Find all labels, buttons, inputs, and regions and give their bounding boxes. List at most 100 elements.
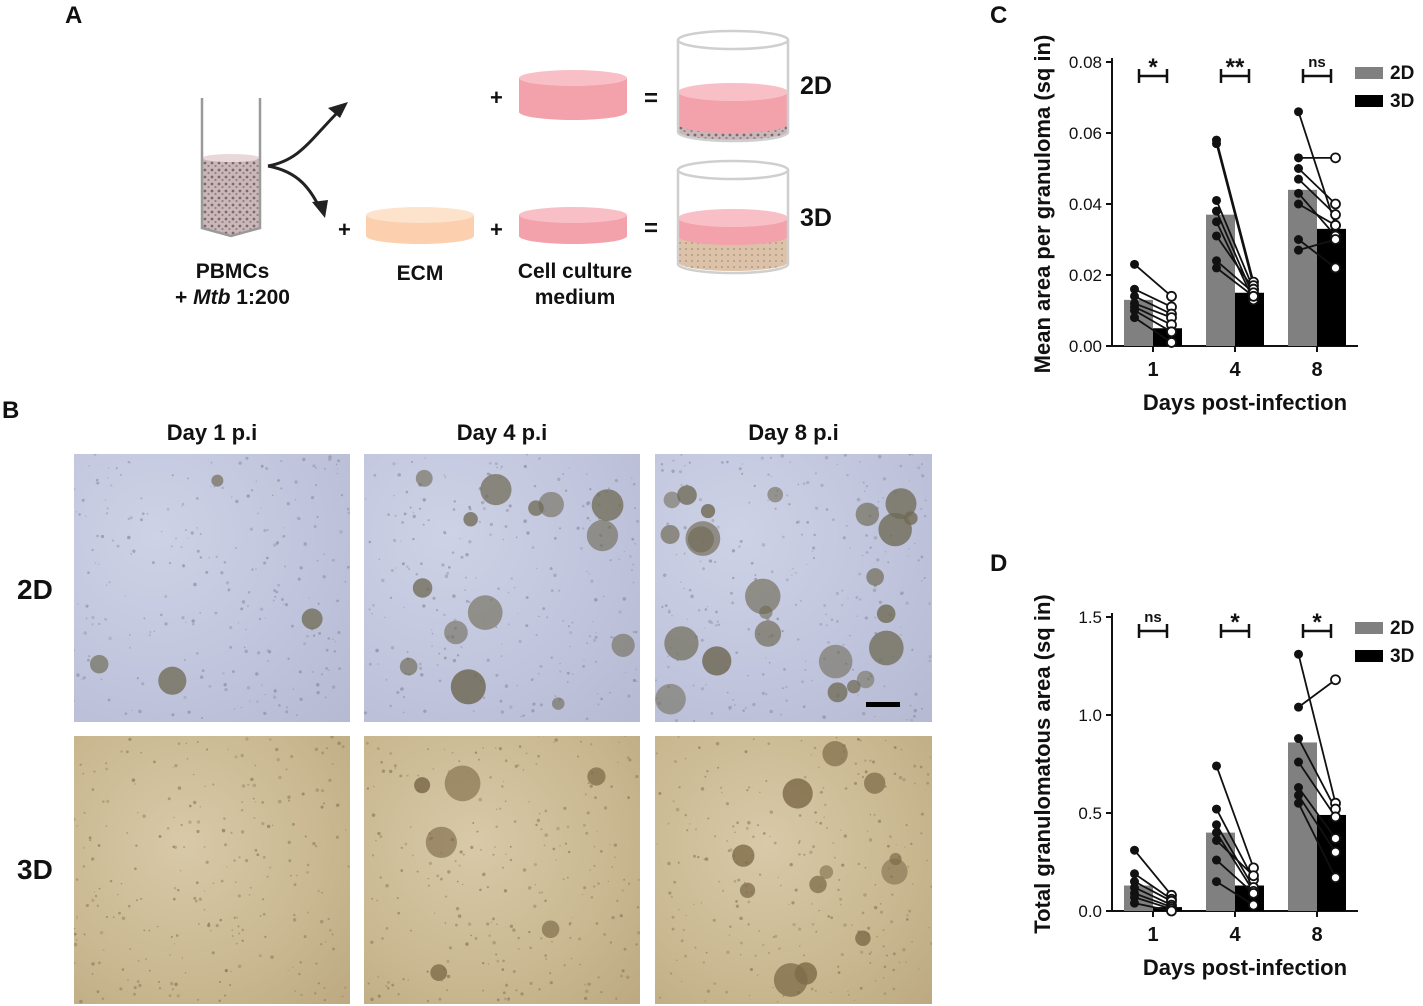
point-3d bbox=[1330, 152, 1341, 164]
granuloma-cluster bbox=[587, 767, 606, 786]
pair-line bbox=[1133, 873, 1173, 900]
granuloma-cluster bbox=[660, 524, 680, 544]
micrograph-texture bbox=[655, 454, 932, 722]
point-3d bbox=[1330, 198, 1341, 210]
pair-line bbox=[1134, 288, 1172, 308]
point-2d bbox=[1212, 835, 1221, 845]
pair-line bbox=[1297, 178, 1337, 216]
pair-line bbox=[1134, 902, 1172, 912]
y-axis-title: Total granulomatous area (sq in) bbox=[1030, 594, 1055, 933]
pair-line bbox=[1134, 302, 1172, 319]
tube-label: PBMCs + Mtb 1:200 bbox=[150, 259, 315, 311]
pair-line bbox=[1134, 309, 1172, 333]
granuloma-cluster bbox=[663, 491, 681, 509]
ecm-dish-icon bbox=[366, 207, 474, 244]
point-2d bbox=[1130, 291, 1139, 301]
x-tick-label: 8 bbox=[1311, 359, 1322, 381]
point-2d bbox=[1212, 206, 1221, 216]
granuloma-cluster bbox=[551, 697, 565, 710]
ecm-label: ECM bbox=[396, 262, 444, 285]
pair-line bbox=[1133, 316, 1173, 344]
medium-dish-icon-top bbox=[519, 70, 627, 120]
y-tick-label: 0.00 bbox=[1069, 337, 1102, 356]
pair-line bbox=[1134, 880, 1172, 902]
point-3d bbox=[1330, 234, 1341, 245]
granuloma-cluster bbox=[450, 669, 486, 705]
granuloma-cluster bbox=[827, 682, 848, 703]
point-3d bbox=[1330, 833, 1341, 844]
point-3d bbox=[1166, 326, 1177, 338]
medium-label: Cell culture medium bbox=[495, 259, 655, 311]
micrograph-2d-day4 bbox=[364, 454, 640, 722]
granuloma-cluster bbox=[444, 765, 481, 802]
granuloma-cluster bbox=[754, 620, 782, 647]
point-2d bbox=[1294, 790, 1303, 800]
granuloma-cluster bbox=[818, 644, 853, 679]
granuloma-cluster bbox=[819, 865, 834, 879]
x-tick-label: 1 bbox=[1147, 924, 1158, 946]
y-tick-label: 0.04 bbox=[1069, 195, 1102, 214]
granuloma-cluster bbox=[809, 875, 827, 894]
pair-line bbox=[1215, 839, 1255, 877]
granuloma-cluster bbox=[444, 620, 468, 645]
micrograph-texture bbox=[366, 736, 640, 1003]
equals-bottom: = bbox=[644, 215, 659, 242]
point-2d bbox=[1130, 259, 1139, 269]
granuloma-cluster bbox=[855, 930, 871, 946]
y-tick-label: 0.5 bbox=[1078, 804, 1102, 823]
granuloma-cluster bbox=[732, 844, 755, 867]
mtb-italic: Mtb bbox=[193, 286, 231, 309]
point-2d bbox=[1212, 231, 1221, 241]
pair-line bbox=[1297, 238, 1337, 269]
point-2d bbox=[1130, 313, 1139, 323]
x-tick-label: 8 bbox=[1311, 924, 1322, 946]
granuloma-cluster bbox=[794, 962, 818, 985]
point-3d bbox=[1330, 262, 1341, 274]
bar-2d-day8 bbox=[1288, 742, 1317, 911]
pair-line bbox=[1216, 880, 1254, 906]
point-3d bbox=[1330, 872, 1341, 884]
plus-ecm: + bbox=[338, 217, 351, 242]
granuloma-cluster bbox=[211, 474, 224, 487]
point-3d bbox=[1330, 674, 1341, 686]
granuloma-cluster bbox=[685, 521, 721, 556]
legend-swatch-2d bbox=[1355, 622, 1383, 634]
micrograph-3d-day4 bbox=[364, 736, 640, 1004]
pair-line bbox=[1215, 235, 1255, 290]
pair-line bbox=[1134, 892, 1172, 908]
pair-line bbox=[1215, 824, 1255, 888]
granuloma-cluster bbox=[467, 595, 503, 631]
micrograph-2d-day1 bbox=[74, 454, 350, 722]
y-tick-label: 0.08 bbox=[1069, 53, 1102, 72]
point-2d bbox=[1212, 139, 1221, 149]
y-tick-label: 0.0 bbox=[1078, 902, 1102, 921]
point-3d bbox=[1330, 209, 1341, 221]
pair-line bbox=[1134, 306, 1172, 326]
point-2d bbox=[1294, 174, 1303, 184]
granuloma-cluster bbox=[864, 772, 886, 794]
granuloma-cluster bbox=[89, 654, 109, 674]
point-2d bbox=[1294, 188, 1303, 198]
pair-line bbox=[1215, 859, 1255, 895]
medium-label-line2: medium bbox=[534, 286, 616, 309]
pair-line bbox=[1215, 143, 1255, 286]
point-2d bbox=[1212, 877, 1221, 887]
granuloma-cluster bbox=[856, 670, 875, 689]
pair-line bbox=[1298, 203, 1336, 227]
significance-label: ns bbox=[1308, 54, 1326, 71]
significance-label: ns bbox=[1144, 609, 1162, 626]
pair-line bbox=[1133, 263, 1173, 297]
col-label-day4: Day 4 p.i bbox=[456, 420, 548, 445]
granuloma-cluster bbox=[855, 502, 880, 527]
plus-top: + bbox=[490, 85, 503, 110]
granuloma-cluster bbox=[538, 491, 564, 518]
label-3d-bottom: 3D bbox=[800, 204, 832, 232]
point-3d bbox=[1248, 887, 1259, 899]
legend-label-3d: 3D bbox=[1390, 91, 1414, 112]
pair-line bbox=[1215, 808, 1255, 881]
granuloma-cluster bbox=[541, 920, 560, 939]
pair-line bbox=[1133, 849, 1173, 896]
point-2d bbox=[1294, 783, 1303, 793]
point-2d bbox=[1294, 199, 1303, 209]
point-3d bbox=[1330, 846, 1341, 858]
